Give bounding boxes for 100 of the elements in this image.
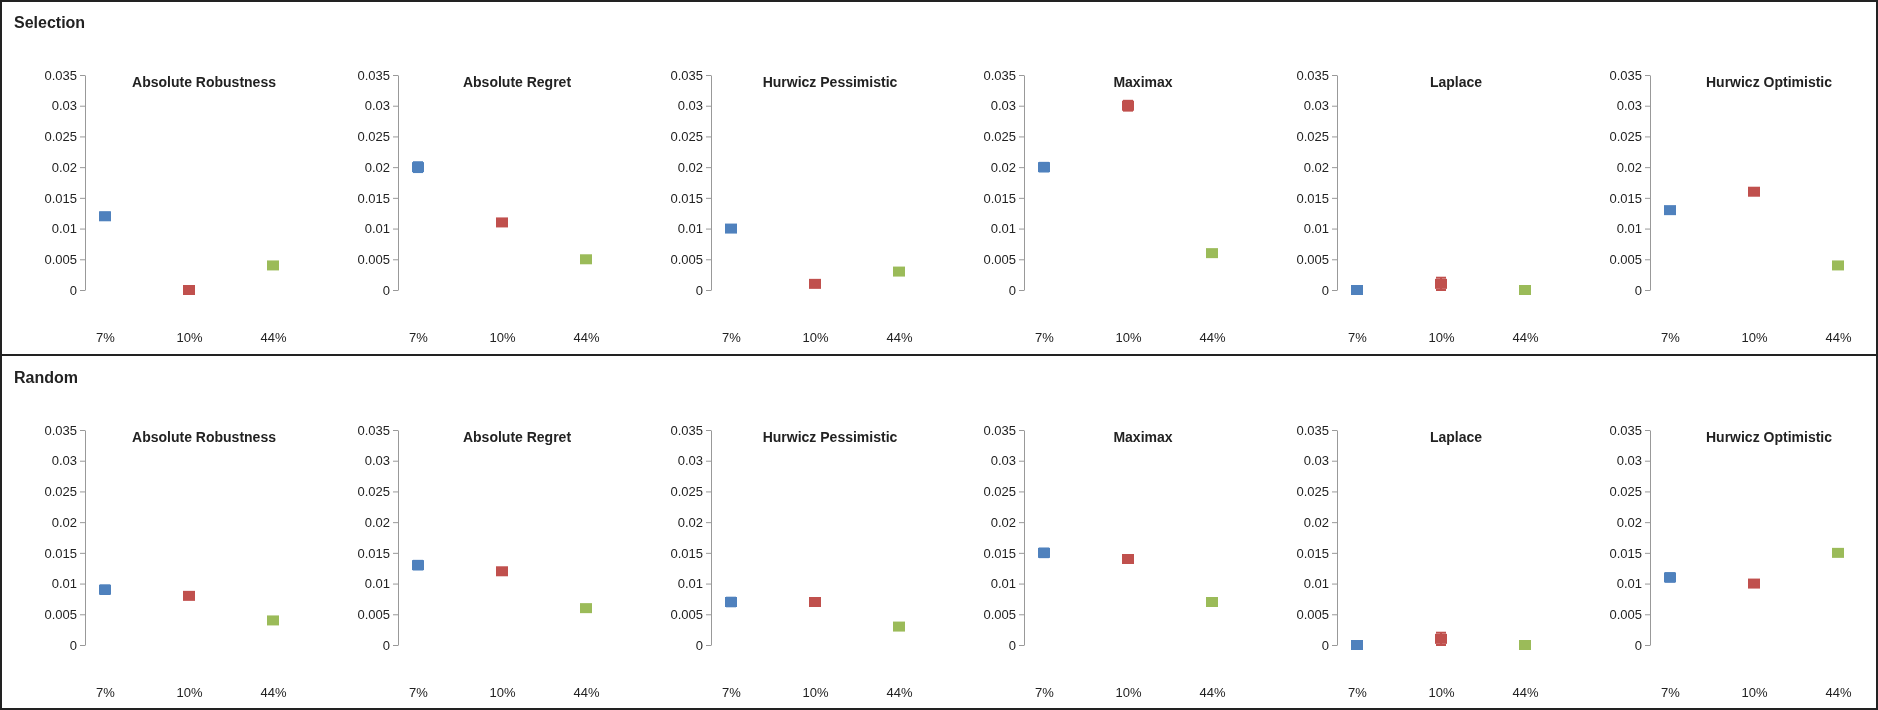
- x-tick-label: 10%: [802, 330, 829, 346]
- y-tick-label: 0.035: [1296, 67, 1329, 83]
- y-tick-label: 0.025: [1609, 129, 1642, 145]
- y-tick-label: 0.015: [670, 545, 703, 561]
- chart-title: Absolute Regret: [462, 74, 572, 90]
- x-tick-label: 7%: [722, 330, 742, 346]
- y-tick-label: 0.035: [44, 422, 77, 438]
- x-tick-label: 44%: [1199, 685, 1226, 701]
- y-tick-label: 0.02: [990, 514, 1016, 530]
- point: [809, 278, 821, 289]
- y-tick-label: 0: [69, 637, 77, 653]
- x-tick-label: 44%: [886, 330, 913, 346]
- x-tick-label: 7%: [1035, 685, 1055, 701]
- text: Random: [14, 369, 78, 386]
- x-tick-label: 10%: [176, 330, 203, 346]
- y-tick-label: 0.02: [677, 159, 703, 175]
- x-tick-label: 7%: [96, 330, 116, 346]
- y-tick-label: 0.015: [44, 190, 77, 206]
- y-tick-label: 0.01: [1616, 221, 1642, 237]
- point: [725, 223, 737, 234]
- point: [1664, 205, 1676, 216]
- y-tick-label: 0.03: [51, 98, 77, 114]
- x-tick-label: 7%: [409, 330, 429, 346]
- y-tick-label: 0.025: [357, 484, 390, 500]
- y-tick-label: 0.02: [364, 159, 390, 175]
- y-tick-label: 0: [1634, 637, 1642, 653]
- y-tick-label: 0.035: [670, 422, 703, 438]
- x-tick-label: 10%: [1115, 330, 1142, 346]
- y-tick-label: 0: [1321, 637, 1329, 653]
- y-tick-label: 0.01: [364, 221, 390, 237]
- y-tick-label: 0.02: [1303, 159, 1329, 175]
- point: [1206, 248, 1218, 259]
- y-tick-label: 0.035: [357, 422, 390, 438]
- x-tick-label: 7%: [96, 685, 116, 701]
- y-tick-label: 0.02: [1303, 514, 1329, 530]
- y-tick-label: 0.035: [1609, 422, 1642, 438]
- y-tick-label: 0.005: [983, 606, 1016, 622]
- y-tick-label: 0.015: [670, 190, 703, 206]
- y-tick-label: 0.005: [1296, 251, 1329, 267]
- x-tick-label: 7%: [1661, 330, 1681, 346]
- y-tick-label: 0.035: [1296, 422, 1329, 438]
- point: [267, 615, 279, 626]
- y-tick-label: 0: [1634, 282, 1642, 298]
- y-tick-label: 0.02: [990, 159, 1016, 175]
- y-tick-label: 0.01: [51, 576, 77, 592]
- point: [893, 266, 905, 277]
- chart-title: Laplace: [1429, 429, 1483, 445]
- y-tick-label: 0.005: [1296, 606, 1329, 622]
- x-tick-label: 7%: [409, 685, 429, 701]
- x-tick-label: 10%: [489, 685, 516, 701]
- point: [496, 217, 508, 228]
- y-tick-label: 0.02: [1616, 159, 1642, 175]
- y-tick-label: 0.025: [983, 484, 1016, 500]
- y-tick-label: 0.005: [44, 606, 77, 622]
- x-tick-label: 44%: [1825, 685, 1852, 701]
- y-tick-label: 0: [69, 282, 77, 298]
- point: [1206, 597, 1218, 607]
- point: [267, 260, 279, 271]
- y-tick-label: 0.02: [1616, 514, 1642, 530]
- x-tick-label: 10%: [489, 330, 516, 346]
- chart-title: Hurwicz Pessimistic: [762, 429, 898, 445]
- y-tick-label: 0: [382, 282, 390, 298]
- y-tick-label: 0.01: [1303, 221, 1329, 237]
- point: [1748, 186, 1760, 197]
- y-tick-label: 0.03: [677, 98, 703, 114]
- y-tick-label: 0.015: [1296, 190, 1329, 206]
- x-tick-label: 44%: [1512, 330, 1539, 346]
- x-tick-label: 10%: [1741, 685, 1768, 701]
- x-tick-label: 10%: [176, 685, 203, 701]
- y-tick-label: 0.025: [357, 129, 390, 145]
- point: [1748, 578, 1760, 589]
- point: [496, 566, 508, 577]
- y-tick-label: 0: [695, 637, 703, 653]
- y-tick-label: 0.035: [1609, 67, 1642, 83]
- y-tick-label: 0.025: [670, 129, 703, 145]
- x-tick-label: 10%: [1428, 685, 1455, 701]
- y-tick-label: 0.015: [983, 545, 1016, 561]
- y-tick-label: 0.025: [1296, 484, 1329, 500]
- x-tick-label: 7%: [1348, 330, 1368, 346]
- x-tick-label: 7%: [1035, 330, 1055, 346]
- y-tick-label: 0.03: [677, 453, 703, 469]
- y-tick-label: 0.01: [364, 576, 390, 592]
- y-tick-label: 0.015: [1296, 545, 1329, 561]
- y-tick-label: 0.03: [364, 453, 390, 469]
- x-tick-label: 44%: [886, 685, 913, 701]
- y-tick-label: 0.01: [677, 576, 703, 592]
- x-tick-label: 7%: [1661, 685, 1681, 701]
- y-tick-label: 0.03: [51, 453, 77, 469]
- y-tick-label: 0.03: [990, 453, 1016, 469]
- y-tick-label: 0.02: [51, 159, 77, 175]
- y-tick-label: 0.025: [670, 484, 703, 500]
- chart-title: Absolute Regret: [462, 429, 572, 445]
- y-tick-label: 0: [695, 282, 703, 298]
- y-tick-label: 0.025: [44, 484, 77, 500]
- x-tick-label: 44%: [573, 330, 600, 346]
- point: [183, 590, 195, 601]
- point: [1122, 554, 1134, 564]
- y-tick-label: 0.015: [357, 545, 390, 561]
- y-tick-label: 0.005: [1609, 251, 1642, 267]
- y-tick-label: 0.03: [1303, 98, 1329, 114]
